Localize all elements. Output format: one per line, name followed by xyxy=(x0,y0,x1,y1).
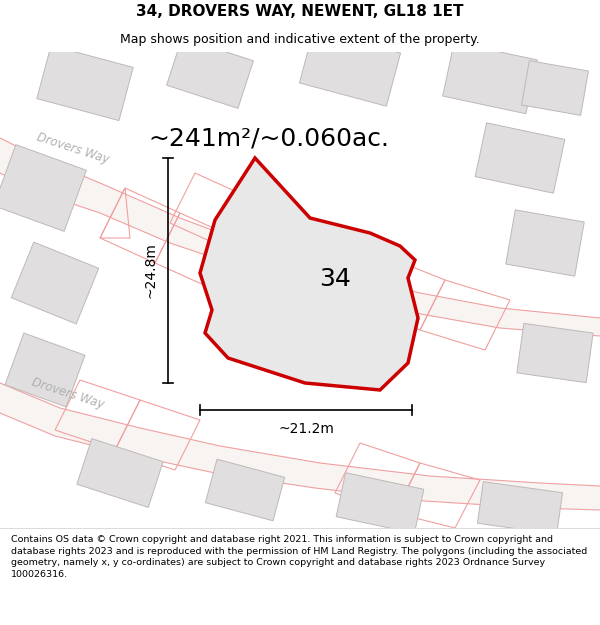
Polygon shape xyxy=(475,122,565,193)
Polygon shape xyxy=(37,46,133,121)
Text: Drovers Way: Drovers Way xyxy=(30,375,106,411)
Polygon shape xyxy=(521,61,589,116)
Text: 34: 34 xyxy=(319,268,351,291)
Polygon shape xyxy=(478,482,563,534)
Polygon shape xyxy=(336,472,424,533)
Polygon shape xyxy=(205,459,284,521)
Polygon shape xyxy=(299,30,401,106)
Polygon shape xyxy=(517,323,593,382)
Polygon shape xyxy=(11,242,98,324)
Text: Map shows position and indicative extent of the property.: Map shows position and indicative extent… xyxy=(120,32,480,46)
Text: ~24.8m: ~24.8m xyxy=(144,242,158,298)
Text: Drovers Way: Drovers Way xyxy=(35,130,111,166)
Text: ~241m²/~0.060ac.: ~241m²/~0.060ac. xyxy=(148,126,389,150)
Text: Drovers Way: Drovers Way xyxy=(330,240,406,276)
Polygon shape xyxy=(200,158,418,390)
Text: Contains OS data © Crown copyright and database right 2021. This information is : Contains OS data © Crown copyright and d… xyxy=(11,535,587,579)
Polygon shape xyxy=(5,333,85,407)
Polygon shape xyxy=(0,383,600,510)
Polygon shape xyxy=(77,439,163,508)
Text: ~21.2m: ~21.2m xyxy=(278,422,334,436)
Polygon shape xyxy=(506,210,584,276)
Polygon shape xyxy=(0,138,600,336)
Polygon shape xyxy=(443,42,537,114)
Polygon shape xyxy=(0,144,86,231)
Polygon shape xyxy=(167,38,253,108)
Text: 34, DROVERS WAY, NEWENT, GL18 1ET: 34, DROVERS WAY, NEWENT, GL18 1ET xyxy=(136,4,464,19)
